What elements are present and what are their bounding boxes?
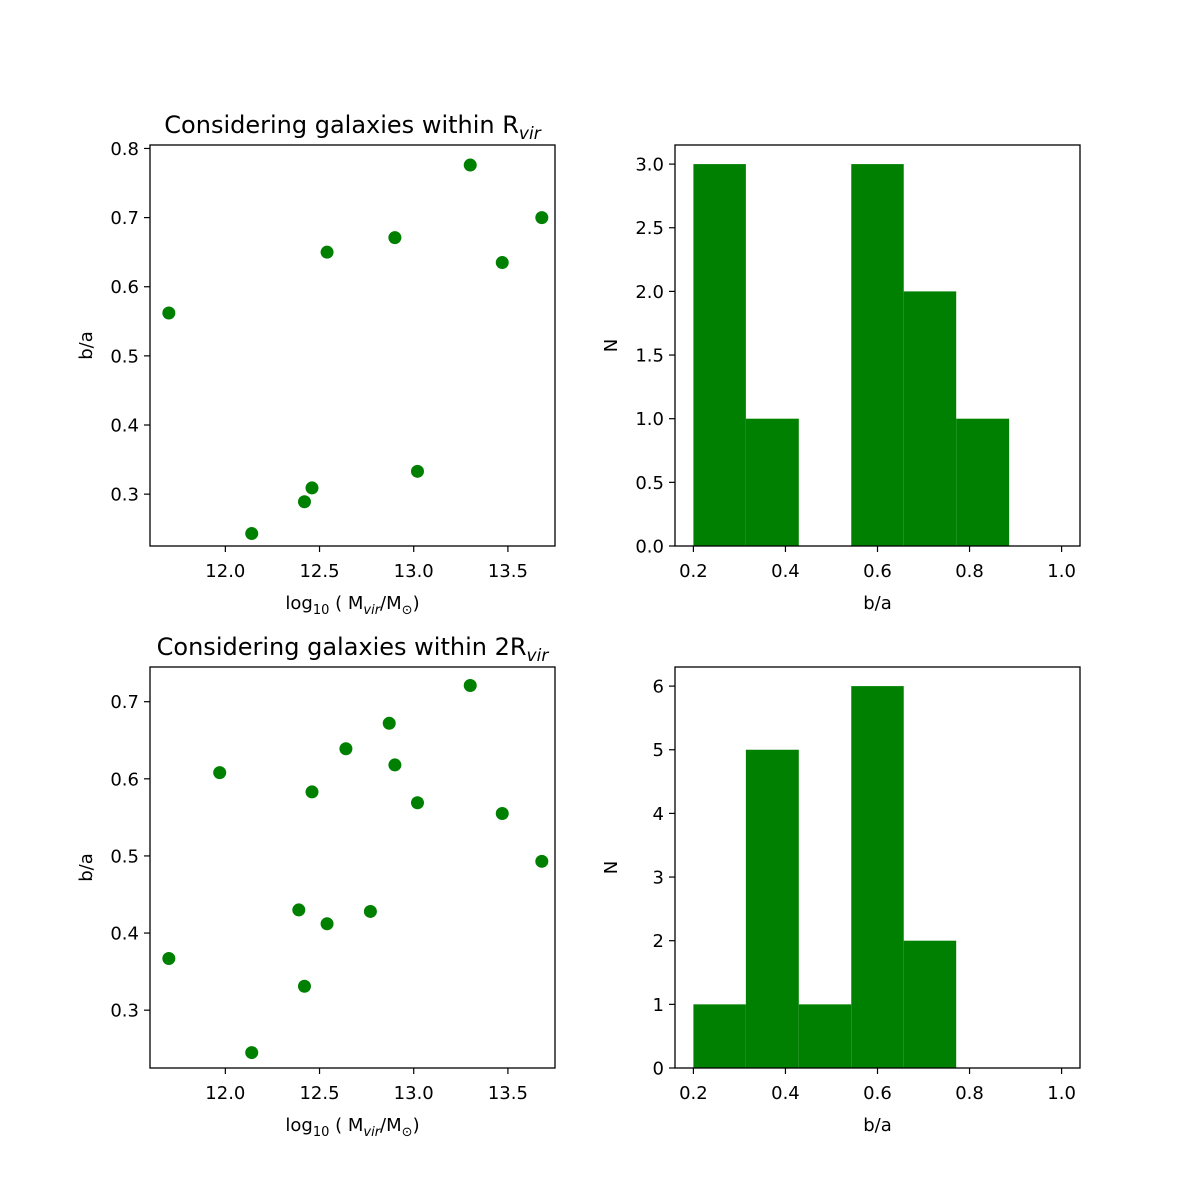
hist-top-panel: 0.2 0.4 0.6 0.8 1.0 0.0 0.5 1.0 1.5 2.0 2.5 3.0 b/a N — [601, 144, 1081, 614]
hist-top-xtick-label-4: 1.0 — [1047, 561, 1076, 582]
hist-bottom-bar-4 — [903, 940, 957, 1068]
hist-bottom-ytick-label-6: 6 — [653, 677, 664, 698]
hist-top-xtick-label-3: 0.8 — [955, 561, 984, 582]
scatter-bottom-xtick-label-0: 12.0 — [205, 1083, 245, 1104]
scatter-top-frame — [149, 144, 556, 547]
hist-bottom-bar-3 — [851, 686, 904, 1068]
hist-bottom-bar-2 — [798, 1004, 852, 1068]
scatter-top-ytick-label-1: 0.4 — [110, 416, 139, 437]
scatter-bottom-point-11 — [410, 796, 424, 810]
scatter-top-ytick-label-2: 0.5 — [110, 346, 139, 367]
hist-top-xlabel: b/a — [863, 593, 892, 614]
scatter-top-ytick-label-3: 0.6 — [110, 277, 139, 298]
hist-top-xtick-label-0: 0.2 — [679, 561, 708, 582]
hist-bottom-xtick-label-3: 0.8 — [955, 1083, 984, 1104]
scatter-bottom-ytick-label-3: 0.6 — [110, 769, 139, 790]
hist-bottom-xtick-label-1: 0.4 — [771, 1083, 800, 1104]
hist-top-ylabel: N — [601, 339, 622, 352]
scatter-bottom-point-13 — [495, 807, 509, 821]
scatter-bottom-ytick-label-4: 0.7 — [110, 692, 139, 713]
hist-top-xtick-label-2: 0.6 — [863, 561, 892, 582]
scatter-top-xtick-label-0: 12.0 — [205, 561, 245, 582]
hist-top-ytick-label-1: 0.5 — [635, 473, 664, 494]
scatter-top-point-1 — [245, 527, 259, 541]
scatter-top-point-2 — [297, 495, 311, 509]
hist-top-xtick-label-1: 0.4 — [771, 561, 800, 582]
scatter-top-point-9 — [535, 211, 549, 225]
scatter-bottom-ylabel: b/a — [76, 853, 97, 882]
scatter-top-ytick-label-5: 0.8 — [110, 139, 139, 160]
hist-top-ytick-label-4: 2.0 — [635, 282, 664, 303]
hist-bottom-ytick-label-5: 5 — [653, 740, 664, 761]
scatter-bottom-point-7 — [339, 742, 353, 756]
hist-top-bar-0 — [693, 164, 746, 546]
hist-top-ytick-label-5: 2.5 — [635, 218, 664, 239]
scatter-bottom-point-5 — [305, 785, 319, 799]
scatter-bottom-point-1 — [213, 766, 227, 780]
scatter-top-point-4 — [320, 245, 334, 259]
hist-bottom-xlabel: b/a — [863, 1115, 892, 1136]
hist-bottom-bar-0 — [693, 1004, 746, 1068]
scatter-top-point-0 — [162, 306, 176, 320]
hist-top-ytick-label-3: 1.5 — [635, 346, 664, 367]
hist-bottom-ytick-label-3: 3 — [653, 868, 664, 889]
hist-bottom-ytick-label-4: 4 — [653, 804, 664, 825]
scatter-bottom-point-10 — [388, 758, 402, 772]
scatter-top-point-5 — [388, 231, 402, 245]
hist-bottom-xtick-label-4: 1.0 — [1047, 1083, 1076, 1104]
scatter-bottom-point-4 — [297, 979, 311, 993]
scatter-bottom-panel: 12.0 12.5 13.0 13.5 0.3 0.4 0.5 0.6 0.7 log10 ( M… — [76, 633, 556, 1140]
scatter-bottom-point-0 — [162, 951, 176, 965]
scatter-top-point-6 — [410, 464, 424, 478]
hist-top-bar-1 — [745, 418, 799, 546]
scatter-bottom-point-3 — [292, 903, 306, 917]
scatter-bottom-ytick-label-0: 0.3 — [110, 1001, 139, 1022]
scatter-top-title: Considering galaxies within Rvir — [164, 111, 541, 144]
hist-bottom-xtick-label-2: 0.6 — [863, 1083, 892, 1104]
hist-top-bar-5 — [956, 418, 1010, 546]
scatter-bottom-ytick-label-1: 0.4 — [110, 924, 139, 945]
scatter-bottom-point-14 — [535, 854, 549, 868]
hist-bottom-panel: 0.2 0.4 0.6 0.8 1.0 0 1 2 3 4 5 6 b/a N — [601, 666, 1081, 1136]
hist-bottom-ytick-label-1: 1 — [653, 995, 664, 1016]
scatter-bottom-xtick-label-1: 12.5 — [299, 1083, 339, 1104]
scatter-bottom-point-9 — [382, 716, 396, 730]
hist-bottom-ytick-label-2: 2 — [653, 931, 664, 952]
scatter-bottom-point-12 — [463, 679, 477, 693]
hist-bottom-ylabel: N — [601, 861, 622, 874]
hist-top-bar-4 — [903, 291, 957, 546]
hist-top-ytick-label-0: 0.0 — [635, 537, 664, 558]
scatter-bottom-xtick-label-3: 13.5 — [488, 1083, 528, 1104]
scatter-bottom-point-8 — [363, 904, 377, 918]
scatter-bottom-ytick-label-2: 0.5 — [110, 846, 139, 867]
hist-bottom-xtick-label-0: 0.2 — [679, 1083, 708, 1104]
scatter-bottom-xlabel: log10 ( Mvir/M⊙) — [285, 1115, 419, 1140]
scatter-top-point-3 — [305, 481, 319, 495]
scatter-bottom-frame — [149, 666, 556, 1069]
scatter-top-xtick-label-3: 13.5 — [488, 561, 528, 582]
scatter-top-point-8 — [495, 256, 509, 270]
scatter-bottom-point-2 — [245, 1046, 259, 1060]
scatter-top-ytick-label-4: 0.7 — [110, 208, 139, 229]
scatter-bottom-xtick-label-2: 13.0 — [394, 1083, 434, 1104]
hist-top-ytick-label-2: 1.0 — [635, 409, 664, 430]
scatter-bottom-point-6 — [320, 917, 334, 931]
scatter-top-panel: 12.0 12.5 13.0 13.5 0.3 0.4 0.5 0.6 0.7 0.8 log10 … — [76, 111, 556, 618]
scatter-top-ylabel: b/a — [76, 331, 97, 360]
hist-bottom-bar-1 — [745, 749, 799, 1068]
scatter-top-ytick-label-0: 0.3 — [110, 485, 139, 506]
scatter-bottom-title: Considering galaxies within 2Rvir — [157, 633, 550, 666]
hist-bottom-ytick-label-0: 0 — [653, 1059, 664, 1080]
scatter-top-point-7 — [463, 158, 477, 172]
scatter-top-xtick-label-2: 13.0 — [394, 561, 434, 582]
scatter-top-xtick-label-1: 12.5 — [299, 561, 339, 582]
scatter-top-xlabel: log10 ( Mvir/M⊙) — [285, 593, 419, 618]
hist-top-ytick-label-6: 3.0 — [635, 155, 664, 176]
hist-top-bar-3 — [851, 164, 904, 546]
